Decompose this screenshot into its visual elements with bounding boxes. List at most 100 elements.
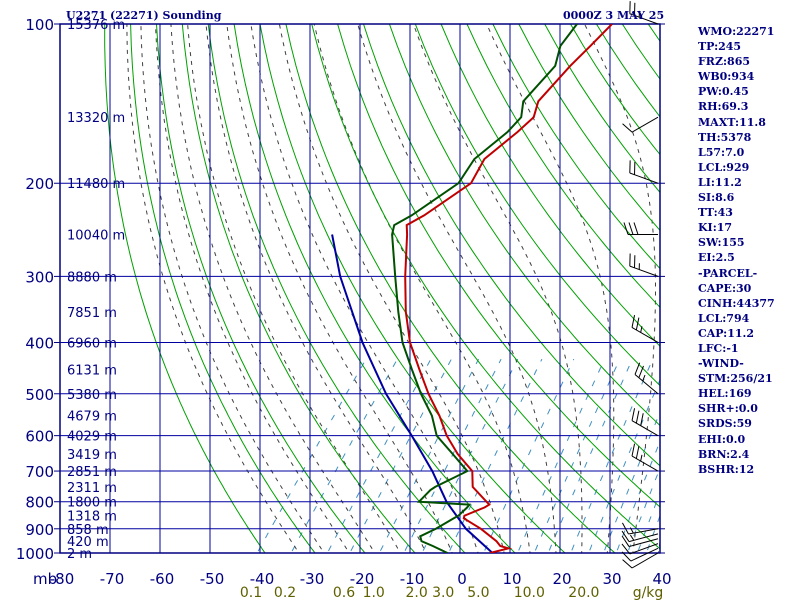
mixing-ratio-unit: g/kg <box>633 585 664 600</box>
wind-barb-flag <box>631 443 636 457</box>
stability-index: CAP:11.2 <box>698 326 755 340</box>
temperature-tick-label: 10 <box>502 570 521 588</box>
stability-index: LFC:-1 <box>698 341 739 355</box>
stability-index: LCL:929 <box>698 160 750 174</box>
wind-barb-half-flag <box>640 454 643 462</box>
wind-barb-half-flag <box>640 326 643 333</box>
moist-adiabat <box>155 24 350 553</box>
height-label: 13320 m <box>67 111 125 126</box>
wind-barb-flag <box>622 559 633 569</box>
moist-adiabat <box>357 24 557 553</box>
pressure-label: 300 <box>25 268 54 286</box>
stability-index: EI:2.5 <box>698 251 735 265</box>
pressure-label: 600 <box>25 428 54 446</box>
height-label: 3419 m <box>67 448 117 463</box>
mixing-ratio-line <box>349 358 452 553</box>
dry-adiabat <box>285 24 616 553</box>
dry-adiabat <box>466 24 660 308</box>
stability-index: LI:11.2 <box>698 175 742 189</box>
temperature-tick-label: -30 <box>300 570 325 588</box>
dry-adiabat <box>104 24 266 553</box>
station-title: U2271 (22271) Sounding <box>66 9 222 22</box>
moist-adiabat <box>250 24 479 553</box>
moist-adiabat <box>313 24 531 553</box>
stability-index: TP:245 <box>698 40 742 54</box>
dry-adiabat <box>337 24 660 508</box>
dry-adiabat <box>233 24 516 553</box>
dry-adiabat <box>156 24 366 553</box>
temperature-tick-label: 40 <box>652 570 671 588</box>
mixing-ratio-label: 3.0 <box>432 585 454 600</box>
dry-adiabat <box>311 24 660 550</box>
dry-adiabat <box>388 24 660 427</box>
wind-barb <box>621 530 659 543</box>
temperature-tick-label: 20 <box>552 570 571 588</box>
wind-barb-flag <box>635 317 640 331</box>
stability-index: WMO:22271 <box>698 25 775 38</box>
height-label: 5380 m <box>67 388 117 403</box>
wind-barb <box>621 535 659 548</box>
stability-index: MAXT:11.8 <box>698 115 766 129</box>
wind-barb-flag <box>622 123 633 133</box>
mixing-ratio-line <box>626 466 660 553</box>
wind-barb-flag <box>621 543 631 555</box>
height-label: 4679 m <box>67 410 117 425</box>
wind-barb <box>621 543 659 555</box>
moist-adiabat <box>486 24 615 553</box>
dry-adiabats <box>104 24 660 553</box>
temperature-tick-label: -40 <box>250 570 275 588</box>
wind-barb-half-flag <box>629 534 635 541</box>
wind-barb-flag <box>640 413 644 426</box>
height-label: 858 m <box>67 523 109 538</box>
mixing-ratio-label: 1.0 <box>363 585 385 600</box>
temperature-tick-label: -60 <box>150 570 175 588</box>
dewpoint-trace <box>391 24 578 553</box>
mixing-ratio-line <box>533 358 621 553</box>
stability-index: EHI:0.0 <box>698 432 746 446</box>
mixing-ratio-label: 0.2 <box>274 585 296 600</box>
wind-barb <box>629 253 659 277</box>
moist-adiabat <box>170 24 376 553</box>
wind-barb-staff <box>629 543 659 555</box>
height-label: 2851 m <box>67 465 117 480</box>
height-label: 10040 m <box>67 229 125 244</box>
mixing-ratio-label: 20.0 <box>568 585 599 600</box>
wind-barb <box>631 408 659 437</box>
stability-index: CINH:44377 <box>698 296 775 310</box>
height-label: 2311 m <box>67 481 117 496</box>
mixing-ratio-line <box>326 358 432 553</box>
mixing-ratio-line <box>256 358 367 553</box>
wind-barb-flag <box>635 410 640 424</box>
wind-barb <box>621 547 659 562</box>
pressure-label: 900 <box>25 521 54 539</box>
stability-index: WB0:934 <box>698 70 755 84</box>
dry-adiabat <box>181 24 416 553</box>
mixing-ratio-label: 0.1 <box>240 585 262 600</box>
wind-barb-flag <box>631 314 636 328</box>
temperature-tick-label: -80 <box>50 570 75 588</box>
temperature-tick-label: 0 <box>457 570 467 588</box>
mixing-ratio-label: 0.6 <box>333 585 355 600</box>
dry-adiabat <box>207 24 466 553</box>
wind-barb <box>621 522 659 535</box>
height-label: 2 m <box>67 547 92 562</box>
wind-barbs <box>621 1 659 569</box>
mixing-ratio-line <box>570 358 654 553</box>
mixing-ratio-line <box>290 358 398 553</box>
dry-adiabat <box>440 24 660 347</box>
height-label: 1800 m <box>67 496 117 511</box>
wind-barb-half-flag <box>629 527 634 534</box>
stability-index: LCL:794 <box>698 311 750 325</box>
height-label: 1318 m <box>67 510 117 525</box>
mixing-ratio-label: 10.0 <box>514 585 545 600</box>
stability-index: SW:155 <box>698 236 745 250</box>
pressure-label: 100 <box>25 16 54 34</box>
dry-adiabat <box>492 24 660 270</box>
dry-adiabat <box>130 24 316 553</box>
dry-adiabat <box>259 24 566 553</box>
height-label: 15376 m <box>67 18 125 33</box>
wind-barb-flag <box>631 408 636 421</box>
moist-adiabat <box>126 24 300 553</box>
